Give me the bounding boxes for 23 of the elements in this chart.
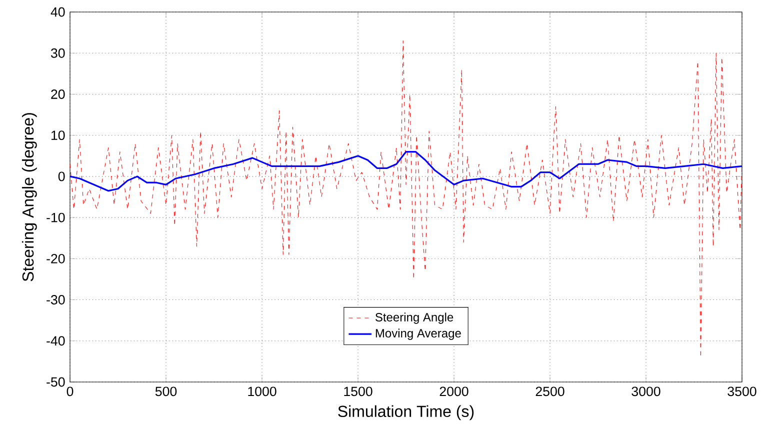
- y-tick-label: 10: [51, 130, 65, 140]
- y-tick-label: 0: [58, 172, 65, 182]
- y-tick-label: -20: [46, 254, 65, 264]
- x-tick-label: 2000: [440, 386, 468, 396]
- y-tick-label: -40: [46, 336, 65, 346]
- y-axis-title: Steering Angle (degree): [22, 113, 37, 282]
- legend-label: Moving Average: [376, 328, 461, 340]
- y-tick-label: -30: [46, 295, 65, 304]
- y-tick-label: -10: [46, 212, 65, 222]
- x-tick-label: 2500: [536, 386, 564, 396]
- x-axis-title: Simulation Time (s): [338, 405, 474, 420]
- y-tick-label: 20: [51, 90, 65, 99]
- x-tick-label: 3000: [632, 386, 660, 396]
- x-tick-label: 500: [155, 386, 177, 396]
- y-tick-label: -50: [46, 377, 65, 387]
- x-tick-label: 0: [66, 386, 74, 396]
- y-tick-label: 40: [50, 7, 65, 17]
- line-series: [70, 40, 742, 358]
- x-tick-label: 3500: [728, 386, 756, 396]
- x-tick-label: 1500: [344, 386, 372, 396]
- y-tick-label: 30: [50, 48, 65, 58]
- x-tick-label: 1000: [248, 386, 276, 396]
- legend-label: Steering Angle: [375, 312, 454, 324]
